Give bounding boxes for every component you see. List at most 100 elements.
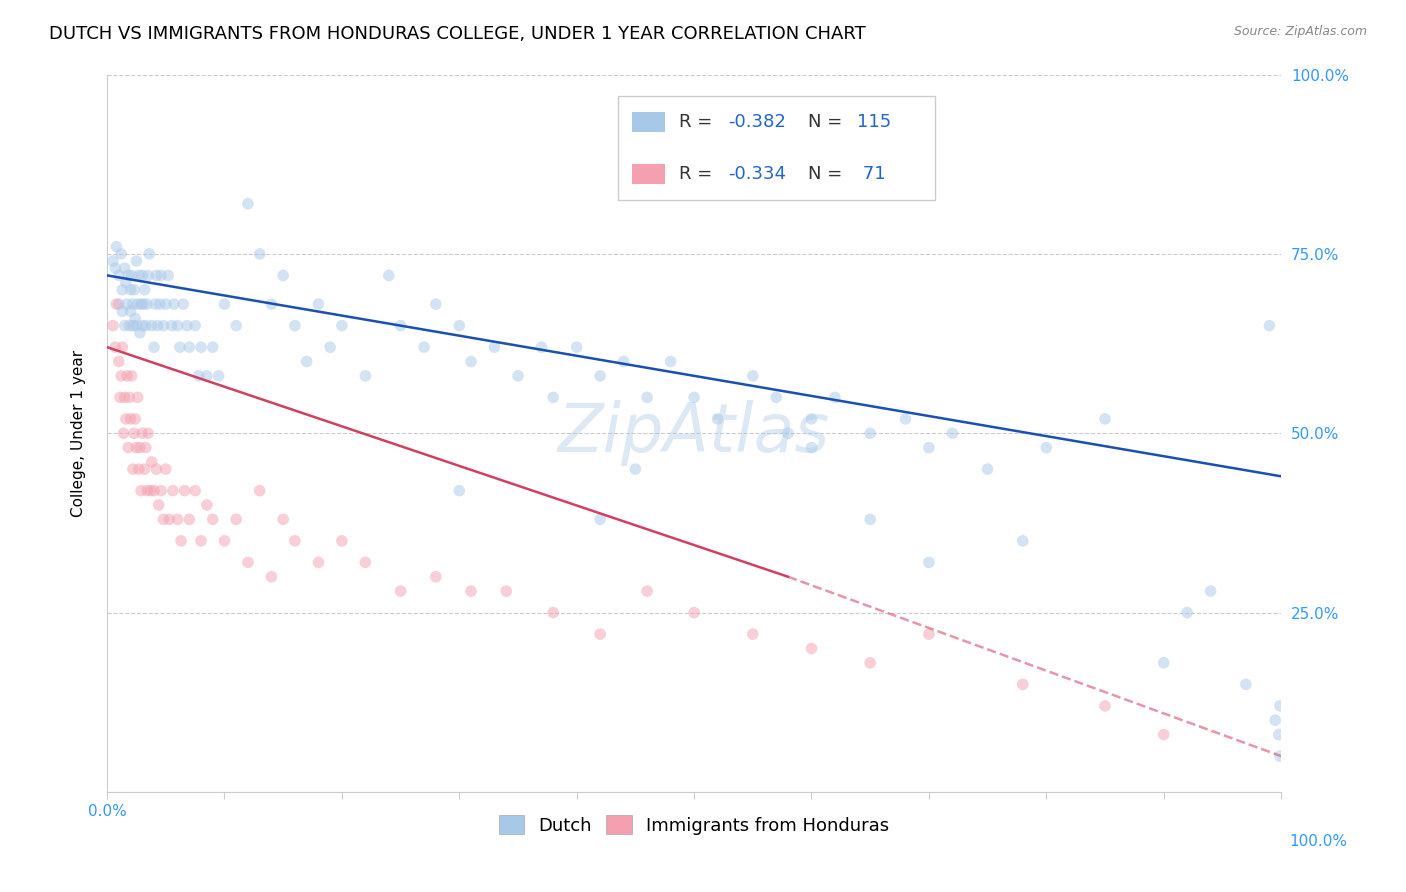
Point [150, 483, 173, 498]
Point [129, 326, 152, 340]
Point [565, 340, 588, 354]
Point [111, 283, 134, 297]
Point [249, 483, 271, 498]
Point [172, 297, 194, 311]
Point [125, 318, 148, 333]
Point [135, 318, 157, 333]
Point [136, 483, 159, 498]
Point [118, 390, 141, 404]
Point [115, 412, 138, 426]
Point [129, 297, 152, 311]
Point [1153, 728, 1175, 742]
Point [530, 340, 553, 354]
Point [389, 318, 412, 333]
Point [148, 498, 170, 512]
Point [225, 318, 247, 333]
Point [741, 368, 763, 383]
Point [157, 268, 180, 283]
Point [136, 297, 159, 311]
Point [115, 297, 138, 311]
Point [122, 297, 145, 311]
Point [613, 354, 636, 368]
Point [121, 268, 143, 283]
Point [150, 268, 173, 283]
Point [195, 368, 218, 383]
Point [128, 462, 150, 476]
Text: 115: 115 [858, 113, 891, 131]
Point [800, 641, 823, 656]
Text: 71: 71 [858, 165, 886, 183]
Point [1011, 533, 1033, 548]
Point [1268, 698, 1291, 713]
Point [201, 340, 224, 354]
Point [449, 318, 471, 333]
Point [120, 283, 142, 297]
Point [152, 318, 174, 333]
Point [143, 483, 166, 498]
Point [101, 318, 124, 333]
Point [136, 426, 159, 441]
Point [115, 368, 138, 383]
Point [741, 627, 763, 641]
Point [110, 247, 132, 261]
Point [114, 318, 136, 333]
Point [495, 584, 517, 599]
Point [169, 340, 191, 354]
Point [124, 311, 146, 326]
Point [354, 555, 377, 569]
Point [800, 441, 823, 455]
Point [110, 368, 132, 383]
Point [170, 533, 193, 548]
Point [173, 483, 195, 498]
Point [307, 297, 329, 311]
Point [122, 462, 145, 476]
Point [1175, 606, 1198, 620]
FancyBboxPatch shape [631, 112, 665, 132]
Y-axis label: College, Under 1 year: College, Under 1 year [72, 350, 86, 516]
Point [460, 584, 482, 599]
Point [122, 426, 145, 441]
Point [295, 354, 318, 368]
Point [824, 390, 846, 404]
Point [1258, 318, 1281, 333]
Point [706, 412, 728, 426]
Text: R =: R = [679, 165, 718, 183]
Text: ZipAtlas: ZipAtlas [558, 401, 830, 467]
Point [176, 318, 198, 333]
Point [145, 268, 167, 283]
Text: N =: N = [808, 165, 848, 183]
Point [776, 426, 799, 441]
Point [143, 340, 166, 354]
Point [138, 247, 160, 261]
Point [121, 368, 143, 383]
Point [152, 512, 174, 526]
Point [918, 441, 941, 455]
Point [918, 627, 941, 641]
Point [1268, 749, 1291, 764]
Point [506, 368, 529, 383]
Point [207, 368, 229, 383]
Point [104, 340, 127, 354]
Point [160, 318, 183, 333]
Point [187, 368, 209, 383]
Point [157, 512, 180, 526]
Point [624, 462, 647, 476]
Text: Source: ZipAtlas.com: Source: ZipAtlas.com [1233, 25, 1367, 38]
Point [1234, 677, 1257, 691]
Point [127, 297, 149, 311]
Point [105, 240, 128, 254]
Point [541, 390, 564, 404]
Point [166, 318, 188, 333]
Point [1264, 713, 1286, 727]
Point [155, 297, 177, 311]
Point [683, 606, 706, 620]
Point [122, 283, 145, 297]
Point [354, 368, 377, 383]
Point [184, 318, 207, 333]
Point [111, 304, 134, 318]
Point [124, 412, 146, 426]
Point [589, 512, 612, 526]
Point [941, 426, 963, 441]
Point [859, 426, 882, 441]
Point [184, 483, 207, 498]
